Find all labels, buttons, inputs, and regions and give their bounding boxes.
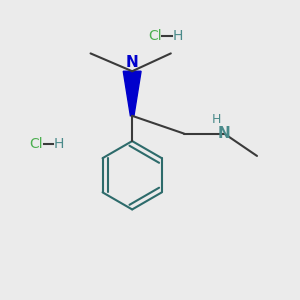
- Text: Cl: Cl: [148, 28, 162, 43]
- Text: N: N: [218, 126, 231, 141]
- Text: H: H: [212, 113, 222, 126]
- Text: Cl: Cl: [30, 137, 43, 151]
- Text: H: H: [172, 28, 182, 43]
- Polygon shape: [123, 71, 141, 116]
- Text: H: H: [53, 137, 64, 151]
- Text: N: N: [126, 55, 139, 70]
